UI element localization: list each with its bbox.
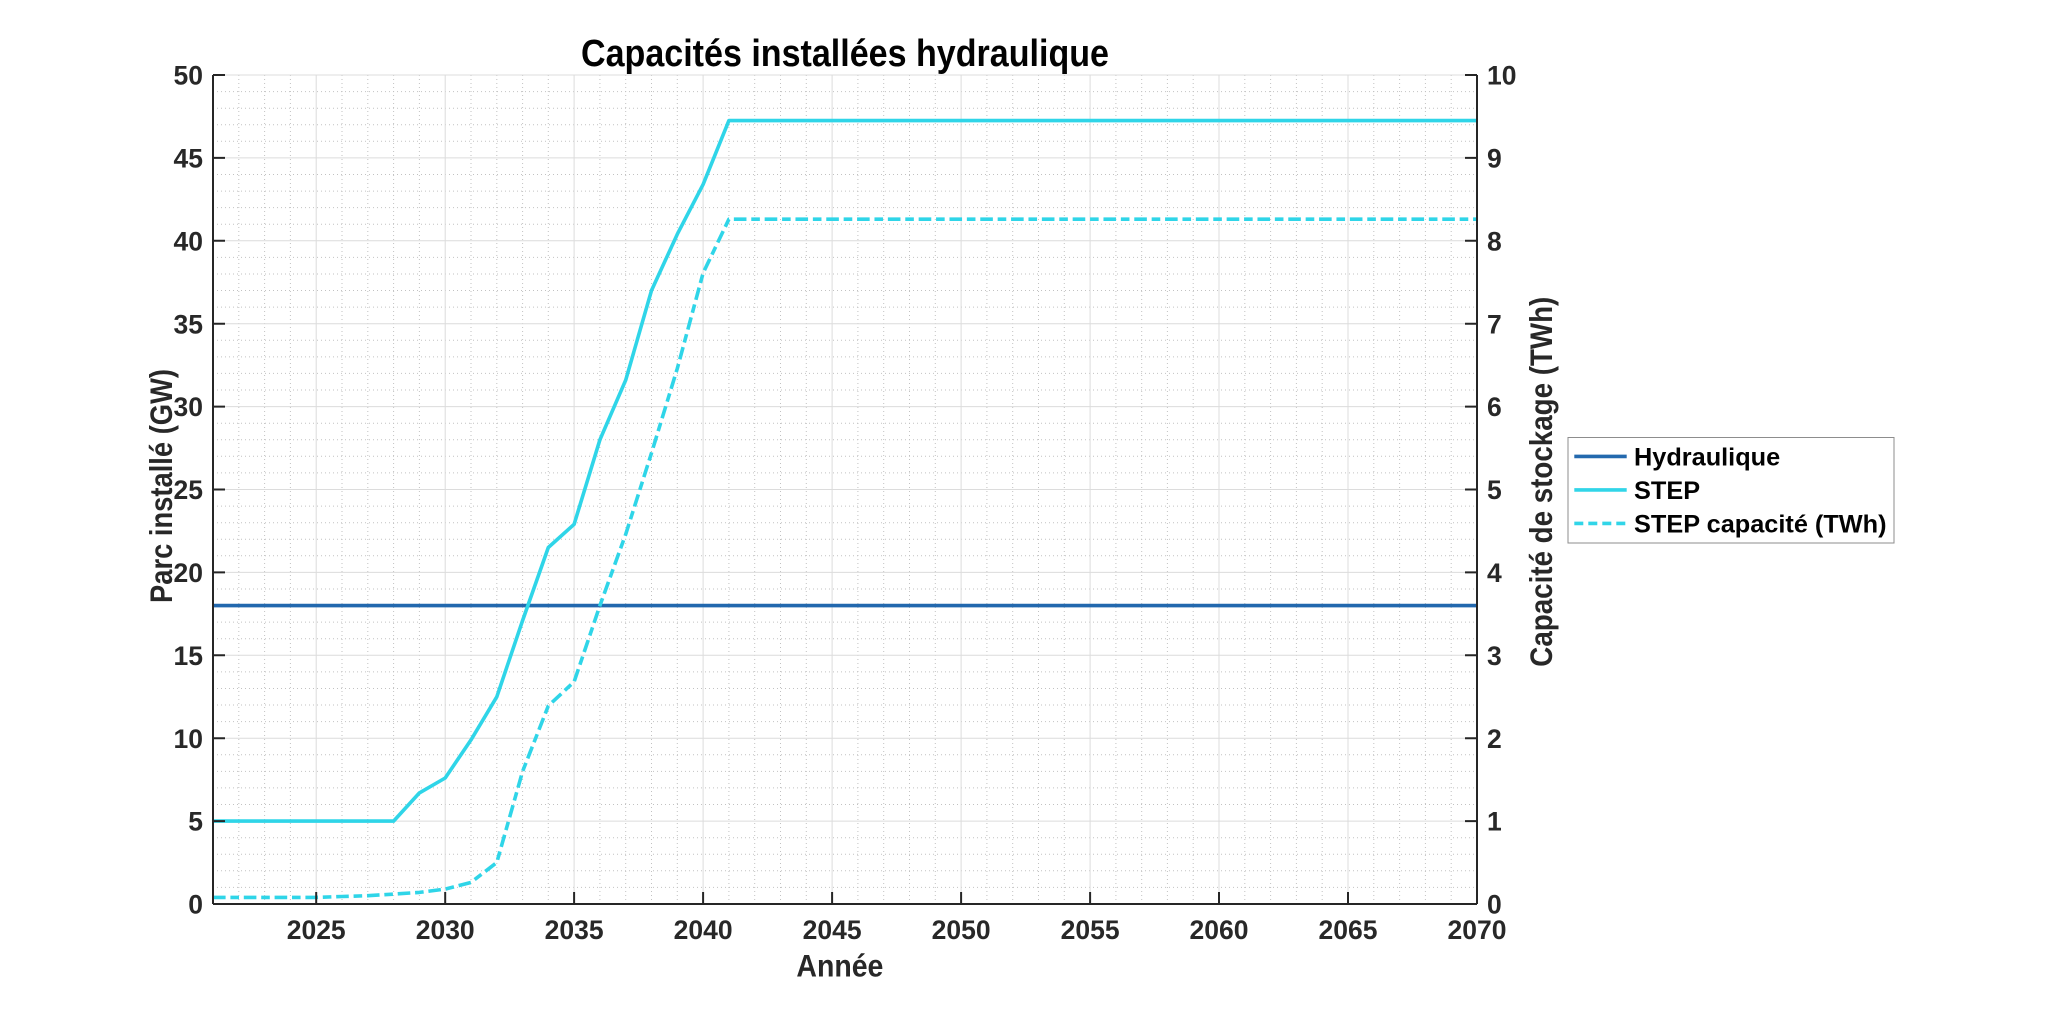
- svg-text:0: 0: [1487, 890, 1502, 920]
- svg-text:50: 50: [174, 61, 203, 91]
- svg-text:3: 3: [1487, 641, 1502, 671]
- svg-text:2050: 2050: [932, 915, 991, 945]
- svg-text:2060: 2060: [1190, 915, 1249, 945]
- svg-text:7: 7: [1487, 309, 1502, 339]
- svg-text:6: 6: [1487, 392, 1502, 422]
- svg-text:10: 10: [174, 724, 203, 754]
- svg-text:0: 0: [188, 890, 203, 920]
- svg-text:Année: Année: [796, 947, 883, 983]
- svg-text:10: 10: [1487, 61, 1516, 91]
- svg-text:2065: 2065: [1319, 915, 1378, 945]
- svg-text:25: 25: [174, 475, 203, 505]
- svg-text:2030: 2030: [416, 915, 475, 945]
- svg-text:45: 45: [174, 144, 203, 174]
- svg-text:5: 5: [1487, 475, 1502, 505]
- svg-text:2025: 2025: [287, 915, 346, 945]
- svg-text:STEP: STEP: [1634, 477, 1700, 505]
- svg-text:4: 4: [1487, 558, 1502, 588]
- svg-text:5: 5: [188, 807, 203, 837]
- svg-text:40: 40: [174, 226, 203, 256]
- svg-text:20: 20: [174, 558, 203, 588]
- svg-text:Hydraulique: Hydraulique: [1634, 444, 1780, 472]
- svg-text:15: 15: [174, 641, 203, 671]
- svg-text:35: 35: [174, 309, 203, 339]
- svg-text:2035: 2035: [545, 915, 604, 945]
- svg-text:2: 2: [1487, 724, 1502, 754]
- svg-text:8: 8: [1487, 226, 1502, 256]
- svg-text:Capacités installées hydrauliq: Capacités installées hydraulique: [581, 33, 1109, 75]
- svg-text:30: 30: [174, 392, 203, 422]
- svg-text:Parc installé (GW): Parc installé (GW): [143, 369, 179, 603]
- svg-text:STEP capacité (TWh): STEP capacité (TWh): [1634, 511, 1887, 539]
- svg-text:2045: 2045: [803, 915, 862, 945]
- svg-text:2055: 2055: [1061, 915, 1120, 945]
- svg-text:2070: 2070: [1448, 915, 1507, 945]
- svg-text:1: 1: [1487, 807, 1502, 837]
- svg-text:2040: 2040: [674, 915, 733, 945]
- svg-text:9: 9: [1487, 144, 1502, 174]
- svg-text:Capacité de stockage (TWh): Capacité de stockage (TWh): [1523, 297, 1559, 667]
